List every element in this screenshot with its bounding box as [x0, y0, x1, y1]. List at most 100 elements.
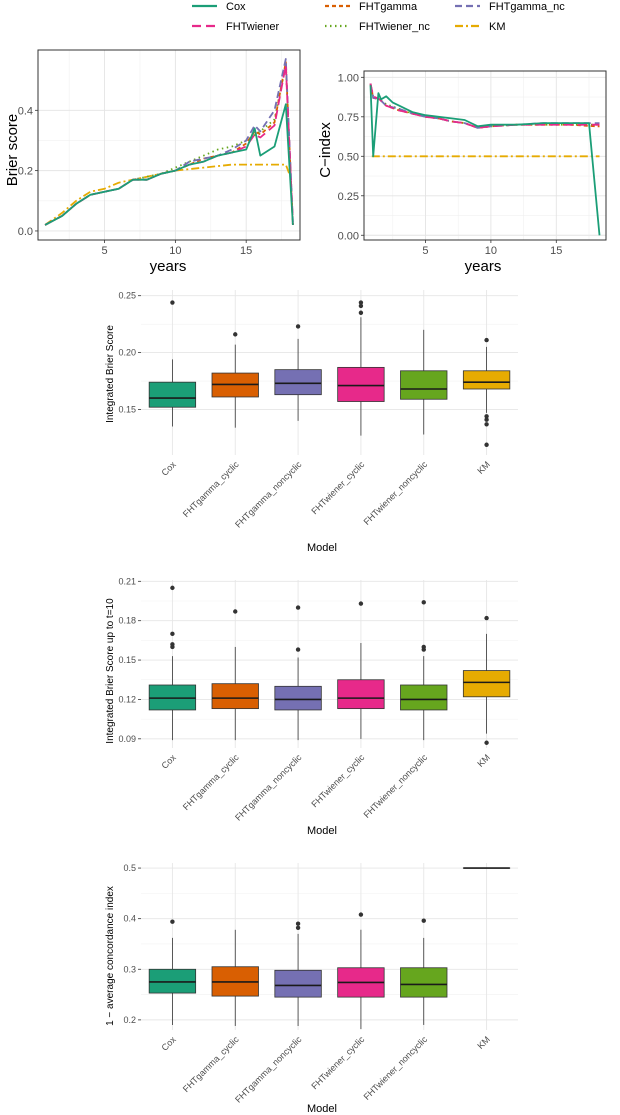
ibs10-y-tick-label: 0.18	[118, 616, 136, 626]
cindex-x-tick-label: 5	[422, 245, 428, 257]
cindex-x-axis-label: years	[465, 258, 502, 275]
cavg-box-FHTgamma_noncyclic	[274, 969, 322, 998]
cindex-series-FHTwiener_nc	[369, 84, 600, 129]
legend-label-FHTgamma: FHTgamma	[359, 1, 418, 13]
cavg-outlier	[295, 921, 301, 926]
ibs-outlier	[358, 300, 364, 305]
cindex-x-tick-label: 10	[485, 245, 497, 257]
cavg-outlier	[170, 919, 175, 924]
ibs-outlier	[358, 303, 364, 309]
cavg-x-tick-label: FHTgamma_noncyclic	[233, 1034, 304, 1105]
ibs-y-axis-label: Integrated Brier Score	[105, 325, 116, 423]
ibs-x-tick-label: Cox	[159, 459, 178, 478]
cavg-box-FHTwiener_noncyclic	[400, 967, 448, 998]
ibs10-box-FHTwiener_cyclic	[337, 679, 385, 710]
ibs10-outlier	[170, 644, 175, 650]
legend-label-FHTgamma_nc: FHTgamma_nc	[489, 1, 565, 13]
c-index-panel: C−index years 5 10 15 0.00 0.25 0.50 0.75 1.00	[317, 70, 607, 275]
ibs-y-tick-label: 0.25	[118, 291, 136, 301]
ibs-x-tick-label: KM	[475, 459, 492, 476]
cavg-y-tick-label: 0.4	[123, 914, 136, 924]
ibs-outlier	[484, 414, 489, 419]
ibs-y-tick-label: 0.20	[118, 348, 136, 358]
legend-label-Cox: Cox	[226, 1, 246, 13]
ibs10-outlier	[358, 601, 364, 606]
ibs-y-tick-label: 0.15	[118, 404, 136, 414]
brier-x-axis-label: years	[150, 258, 187, 275]
ibs10-outlier	[170, 585, 175, 591]
cindex-series-Cox	[369, 85, 601, 236]
cindex-panel-border	[363, 70, 607, 241]
ibs10-outlier	[295, 647, 301, 652]
brier-y-axis-label: Brier score	[4, 114, 21, 187]
legend: Cox FHTgamma FHTgamma_nc FHTwiener FHTwiener…	[192, 1, 565, 33]
legend-label-FHTwiener: FHTwiener	[226, 21, 280, 33]
brier-panel-border	[37, 49, 301, 241]
cavg-y-axis-label: 1 − average concordance index	[105, 886, 116, 1026]
ibs10-x-tick-label: FHTgamma_noncyclic	[233, 752, 304, 823]
ibs-outlier	[170, 300, 175, 305]
cindex-series-FHTgamma_nc	[369, 83, 600, 129]
brier-x-tick-label: 15	[240, 245, 252, 257]
ibs-outlier	[484, 442, 489, 447]
ibs-outlier	[295, 324, 301, 329]
ibs10-outlier	[421, 647, 426, 652]
cavg-x-tick-label: FHTwiener_noncyclic	[362, 1034, 430, 1102]
brier-y-tick-label: 0.2	[18, 166, 33, 178]
ibs-box-FHTwiener_noncyclic	[400, 370, 448, 400]
ibs-outlier	[484, 337, 489, 343]
cindex-y-tick-label: 0.75	[338, 112, 359, 124]
cavg-x-tick-label: FHTgamma_cyclic	[181, 1034, 241, 1094]
ibs10-y-tick-label: 0.12	[118, 694, 136, 704]
ibs-x-tick-label: FHTwiener_noncyclic	[362, 459, 430, 527]
legend-label-FHTwiener_nc: FHTwiener_nc	[359, 21, 430, 33]
cavg-y-tick-label: 0.3	[123, 964, 136, 974]
ibs10-y-tick-label: 0.15	[118, 655, 136, 665]
ibs10-x-tick-label: FHTgamma_cyclic	[181, 752, 241, 812]
ibs-outlier	[233, 332, 238, 337]
ibs-x-tick-label: FHTgamma_noncyclic	[233, 459, 304, 530]
ibs10-box-FHTgamma_cyclic	[211, 683, 259, 710]
cavg-y-tick-label: 0.5	[123, 863, 136, 873]
ibs10-y-axis-label: Integrated Brier Score up to t=10	[105, 598, 116, 744]
ibs10-box-KM	[462, 670, 511, 698]
avg-concordance-panel: 1 − average concordance index Model Cox F…	[105, 863, 518, 1115]
brier-score-panel: Brier score years 5 10 15 0.0 0.2 0.4	[4, 49, 301, 275]
ibs-box-FHTgamma_noncyclic	[274, 369, 322, 396]
brier-series-KM	[44, 163, 293, 226]
ibs10-y-tick-label: 0.21	[118, 576, 136, 586]
ibs10-y-tick-label: 0.09	[118, 734, 136, 744]
integrated-brier-panel: Integrated Brier Score Model Cox FHTgamma…	[105, 290, 518, 554]
ibs10-x-tick-label: FHTwiener_cyclic	[309, 752, 366, 809]
ibs10-outlier	[170, 631, 175, 637]
ibs10-box-FHTgamma_noncyclic	[274, 685, 322, 711]
cindex-y-axis-label: C−index	[317, 122, 334, 178]
cindex-y-tick-label: 0.50	[338, 151, 359, 163]
cindex-series-FHTgamma	[369, 83, 600, 129]
brier-series-Cox	[44, 103, 294, 226]
ibs-box-Cox	[148, 381, 197, 408]
cindex-y-tick-label: 1.00	[338, 72, 359, 84]
brier-y-tick-label: 0.4	[18, 105, 33, 117]
cavg-outlier	[421, 918, 426, 923]
ibs10-outlier	[484, 615, 489, 621]
cavg-outlier	[295, 925, 301, 930]
brier-x-tick-label: 10	[169, 245, 181, 257]
ibs10-x-tick-label: Cox	[159, 752, 178, 771]
ibs-x-tick-label: FHTgamma_cyclic	[181, 459, 241, 519]
ibs10-box-FHTwiener_noncyclic	[400, 684, 448, 711]
cavg-x-tick-label: FHTwiener_cyclic	[309, 1034, 366, 1091]
ibs-x-tick-label: FHTwiener_cyclic	[309, 459, 366, 516]
ibs-box-KM	[462, 370, 511, 390]
ibs10-outlier	[295, 605, 301, 610]
ibs-x-axis-label: Model	[307, 542, 337, 554]
ibs-outlier	[484, 417, 489, 422]
ibs10-x-tick-label: KM	[475, 752, 492, 769]
legend-label-KM: KM	[489, 21, 506, 33]
ibs10-x-tick-label: FHTwiener_noncyclic	[362, 752, 430, 820]
cindex-x-tick-label: 15	[550, 245, 562, 257]
cindex-y-tick-label: 0.25	[338, 191, 359, 203]
integrated-brier-t10-panel: Integrated Brier Score up to t=10 Model …	[105, 576, 518, 837]
cindex-series-FHTwiener	[369, 83, 600, 129]
